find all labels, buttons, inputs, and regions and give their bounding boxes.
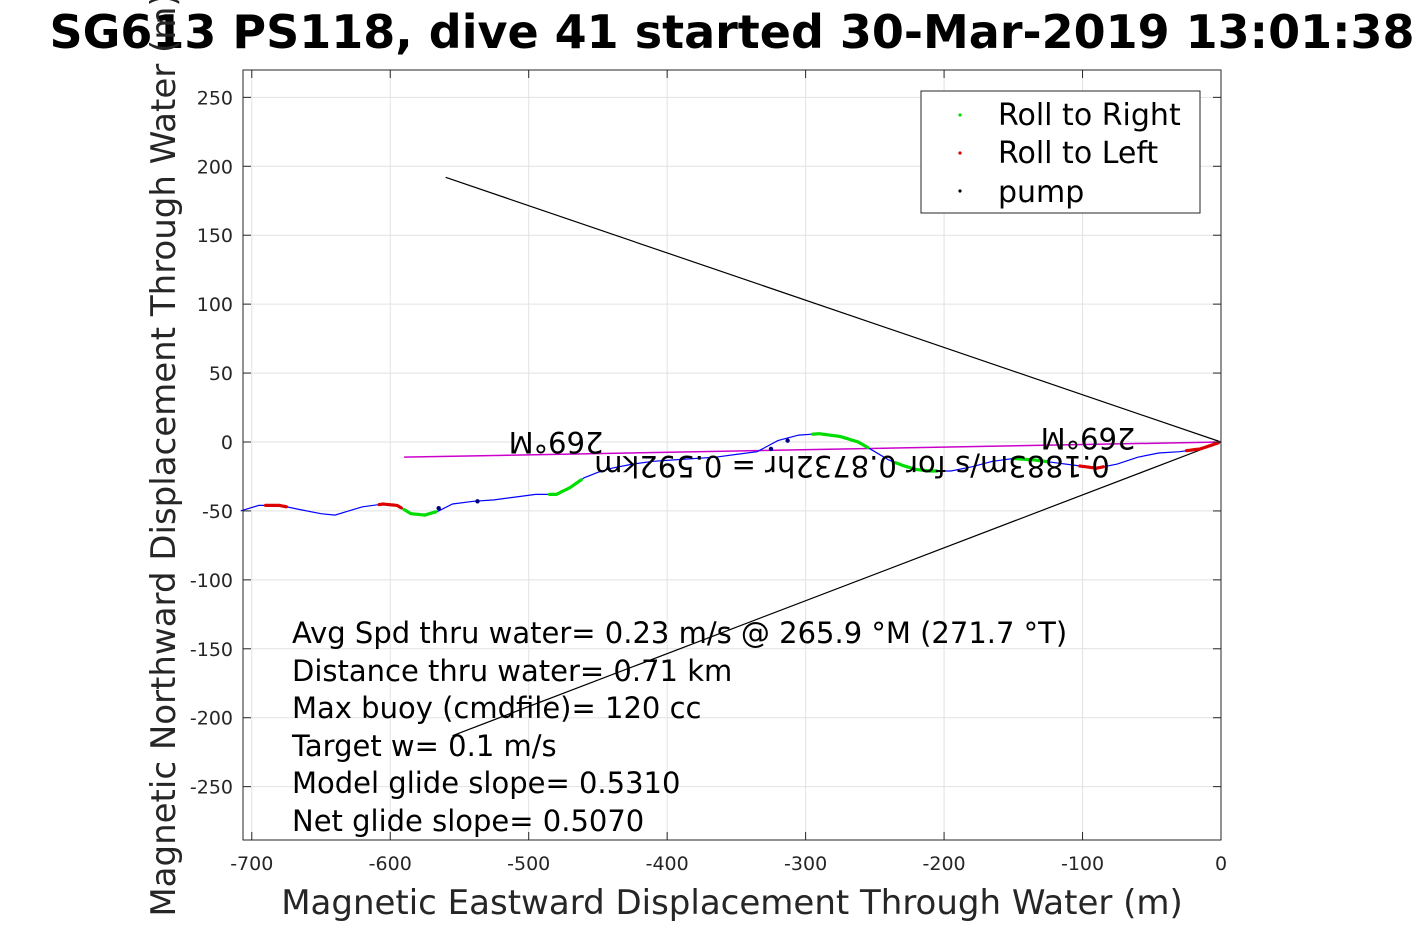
flipped-current-label: 0.1883m/s for 0.8732hr = 0.592km [594, 449, 1110, 483]
wedge-lower-line [452, 441, 1222, 737]
roll-right-segment [1011, 456, 1050, 464]
axis-ticks: -700 -600 -500 -400 -300 -200 -100 025020015010… [190, 70, 1227, 875]
plot-frame [242, 69, 1222, 841]
y-tick-label: 50 [209, 363, 233, 385]
legend-marker-roll-left [958, 151, 962, 155]
y-tick-label: -200 [190, 708, 233, 730]
pump-marker [768, 446, 774, 452]
flipped-labels: 269°M 269°M 0.1883m/s for 0.8732hr = 0.5… [509, 421, 1136, 483]
flipped-heading-label-left: 269°M [509, 425, 604, 459]
legend-label-pump: pump [998, 175, 1084, 210]
x-tick-label: -700 [230, 853, 273, 875]
pump-marker [436, 505, 441, 511]
annotation-model-glide: Model glide slope= 0.5310 [292, 766, 680, 800]
x-tick-label: -400 [646, 853, 689, 875]
flipped-heading-label-right: 269°M [1041, 421, 1136, 455]
x-tick-label: -500 [507, 853, 550, 875]
legend-marker-roll-right [958, 113, 962, 117]
legend-label-roll-left: Roll to Left [998, 136, 1158, 171]
legend-label-roll-right: Roll to Right [998, 98, 1181, 133]
x-tick-label: -300 [784, 853, 827, 875]
x-axis-label: Magnetic Eastward Displacement Through W… [281, 883, 1183, 923]
current-vector [404, 441, 1222, 458]
annotations: Avg Spd thru water= 0.23 m/s @ 265.9 °M … [291, 616, 1067, 838]
pump-marker [785, 438, 790, 443]
y-tick-label: 0 [221, 432, 233, 454]
annotation-avg-speed: Avg Spd thru water= 0.23 m/s @ 265.9 °M … [292, 616, 1067, 650]
y-tick-label: 150 [197, 225, 233, 247]
annotation-target-w: Target w= 0.1 m/s [291, 729, 557, 763]
annotation-distance: Distance thru water= 0.71 km [292, 654, 732, 688]
x-tick-label: -200 [923, 853, 966, 875]
chart-title: SG613 PS118, dive 41 started 30-Mar-2019… [50, 5, 1415, 59]
y-tick-label: -100 [190, 570, 233, 592]
heading-wedge [445, 176, 1222, 737]
pump-markers [436, 438, 790, 511]
roll-right-segment [893, 461, 939, 473]
y-tick-label: 200 [197, 156, 233, 178]
roll-left-segment [264, 503, 288, 509]
wedge-upper-line [445, 176, 1222, 443]
roll-left-segment [1078, 464, 1105, 470]
x-tick-label: 0 [1215, 853, 1227, 875]
roll-right-segment [402, 508, 438, 517]
y-tick-label: -150 [190, 639, 233, 661]
annotation-net-glide: Net glide slope= 0.5070 [292, 804, 644, 838]
x-tick-label: -100 [1061, 853, 1104, 875]
roll-markers [264, 432, 1220, 517]
y-axis-label: Magnetic Northward Displacement Through … [144, 0, 184, 917]
roll-left-segment [1184, 441, 1220, 453]
y-tick-label: -50 [202, 501, 233, 523]
annotation-max-buoy: Max buoy (cmdfile)= 120 cc [292, 691, 701, 725]
roll-right-segment [810, 432, 870, 450]
y-tick-label: 250 [197, 87, 233, 109]
legend-box [920, 90, 1201, 214]
x-tick-label: -600 [369, 853, 412, 875]
y-tick-label: -250 [190, 777, 233, 799]
roll-right-segment [547, 478, 583, 496]
legend: Roll to Right Roll to Left pump [920, 90, 1201, 214]
y-tick-label: 100 [197, 294, 233, 316]
current-vector-line [404, 441, 1222, 458]
pump-marker [475, 499, 480, 504]
legend-marker-pump [958, 189, 962, 193]
roll-left-segment [377, 502, 403, 510]
